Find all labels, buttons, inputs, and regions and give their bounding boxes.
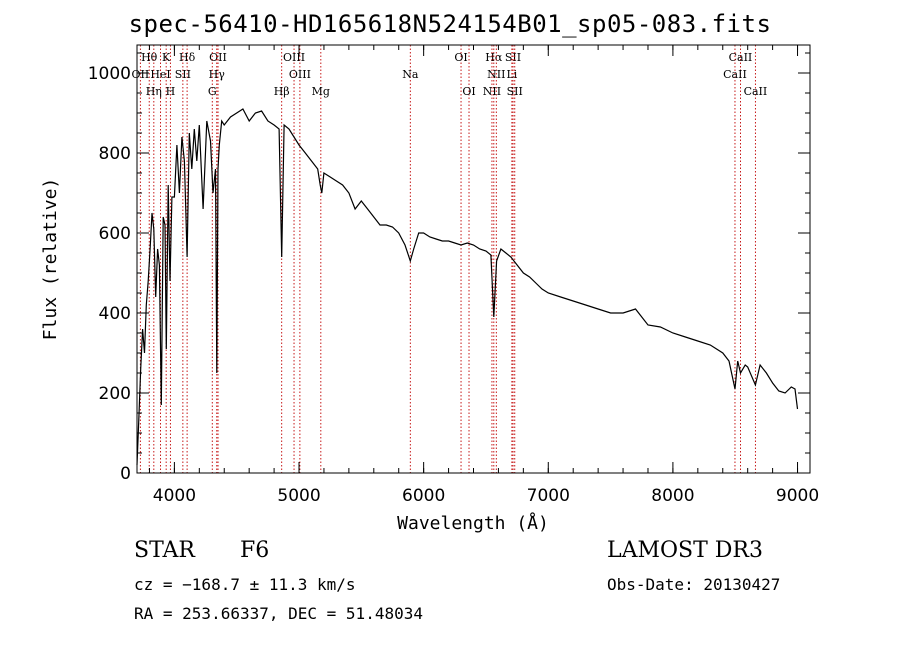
line-marker-label: OI [462, 85, 475, 98]
line-marker-label: CaII [744, 85, 768, 98]
x-tick-label: 8000 [651, 486, 694, 506]
y-tick-label: 0 [120, 464, 131, 484]
y-axis-label: Flux (relative) [40, 178, 61, 341]
line-marker-label: HeI [150, 68, 170, 81]
line-marker-label: Hη [146, 85, 162, 98]
coordinates: RA = 253.66337, DEC = 51.48034 [134, 604, 423, 623]
line-marker-label: SII [175, 68, 191, 81]
line-marker-label: Hβ [274, 85, 290, 98]
object-class: STAR [134, 538, 195, 563]
x-axis-label: Wavelength (Å) [397, 512, 549, 534]
line-marker-label: Hα [485, 51, 503, 64]
line-marker-label: Na [402, 68, 419, 81]
line-marker-label: Li [506, 68, 517, 81]
line-marker-label: OIII [289, 68, 311, 81]
y-tick-label: 600 [99, 224, 131, 244]
line-marker-label: SII [507, 85, 523, 98]
line-marker-label: G [208, 85, 217, 98]
line-marker-label: CaII [729, 51, 753, 64]
line-marker-label: Hγ [209, 68, 226, 81]
axes: 4000 5000 6000 7000 8000 9000 0 200 400 600 800 100… [88, 45, 819, 506]
y-tick-label: 400 [99, 304, 131, 324]
y-tick-label: 200 [99, 384, 131, 404]
line-marker-label: CaII [723, 68, 747, 81]
chart-title: spec-56410-HD165618N524154B01_sp05-083.f… [128, 10, 772, 38]
line-marker-label: NII [483, 85, 501, 98]
line-marker-label: OII [209, 51, 227, 64]
plot-frame [136, 44, 811, 474]
spectrum-line [136, 108, 799, 466]
x-tick-label: 7000 [527, 486, 570, 506]
spectrum-series [136, 108, 799, 466]
line-marker-label: NII [487, 68, 505, 81]
object-subclass: F6 [240, 538, 270, 563]
line-marker-label: OIII [283, 51, 305, 64]
line-marker-label: H [166, 85, 176, 98]
y-tick-label: 1000 [88, 64, 131, 84]
x-tick-label: 4000 [153, 486, 196, 506]
redshift-velocity: cz = −168.7 ± 11.3 km/s [134, 575, 356, 594]
y-tick-label: 800 [99, 144, 131, 164]
line-marker-label: OII [132, 68, 150, 81]
x-tick-label: 6000 [402, 486, 445, 506]
survey-name: LAMOST DR3 [607, 538, 763, 563]
x-tick-label: 5000 [277, 486, 320, 506]
line-marker-label: Hθ [141, 51, 158, 64]
line-marker-label: K [162, 51, 171, 64]
x-tick-label: 9000 [776, 486, 819, 506]
line-marker-label: OI [454, 51, 467, 64]
line-marker-label: Mg [312, 85, 330, 98]
line-marker-label: SII [505, 51, 521, 64]
observation-date: Obs-Date: 20130427 [607, 575, 781, 594]
line-marker-label: Hδ [179, 51, 196, 64]
